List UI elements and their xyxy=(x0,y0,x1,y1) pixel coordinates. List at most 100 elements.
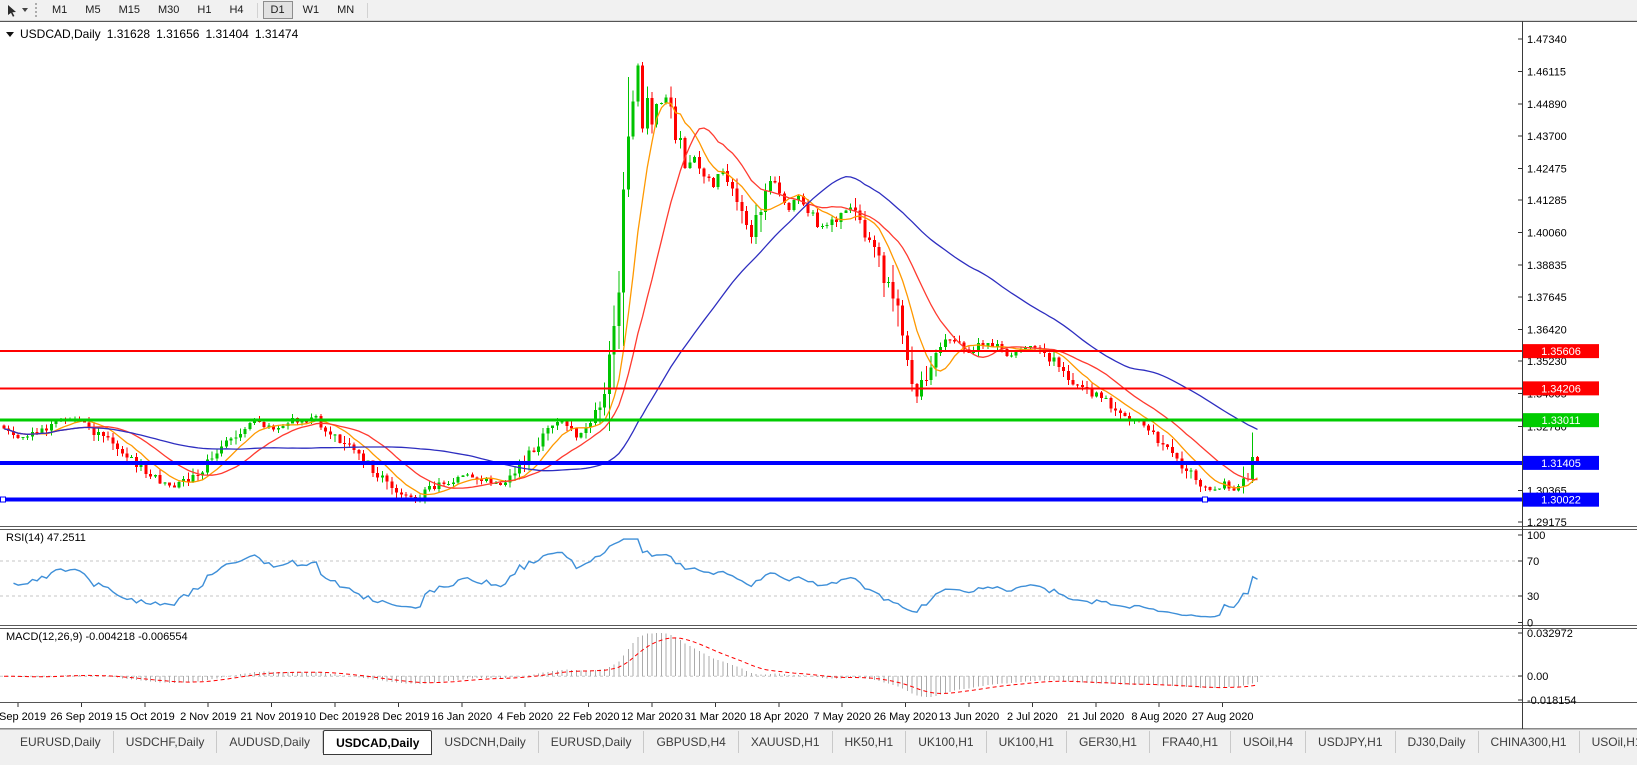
chart-frame xyxy=(0,21,1637,729)
chart-tab-fra40-h1[interactable]: FRA40,H1 xyxy=(1149,731,1232,753)
chart-tab-bar: EURUSD,Daily USDCHF,Daily AUDUSD,Daily USDC… xyxy=(0,729,1637,765)
chart-window[interactable]: 1.47340 1.46115 1.44890 1.43700 1.42475 1.412… xyxy=(0,21,1637,730)
trendline-anchor-marker[interactable] xyxy=(1202,496,1208,503)
chart-tab-usoil-h4[interactable]: USOil,H4 xyxy=(1231,731,1307,753)
timeframe-button-m15[interactable]: M15 xyxy=(118,4,140,16)
top-toolbar: M1 M5 M15 M30 H1 H4 D1 W1 MN xyxy=(0,0,1637,21)
date-tick-label: 7 May 2020 xyxy=(813,711,870,723)
price-axis[interactable]: 1.47340 1.46115 1.44890 1.43700 1.42475 1.412… xyxy=(1518,34,1599,707)
timeframe-button-m5[interactable]: M5 xyxy=(85,4,101,16)
toolbar-separator xyxy=(256,2,258,18)
chart-tab-usoil-h1[interactable]: USOil,H1 xyxy=(1579,731,1637,753)
cursor-tool-button[interactable] xyxy=(3,1,31,19)
price-tick-label: 1.40060 xyxy=(1527,228,1567,240)
quote-open: 1.31628 xyxy=(106,27,151,41)
symbol-name: USDCAD,Daily xyxy=(20,27,101,41)
date-tick-label: 28 Dec 2019 xyxy=(367,711,429,723)
date-tick-label: 8 Aug 2020 xyxy=(1131,711,1187,723)
date-tick-label: 2 Nov 2019 xyxy=(180,711,236,723)
rsi-axis-label: 0 xyxy=(1527,617,1533,629)
quote-close: 1.31474 xyxy=(254,27,299,41)
macd-axis-label: 0.00 xyxy=(1527,671,1548,683)
chart-tab-ger30-h1[interactable]: GER30,H1 xyxy=(1066,731,1150,753)
chart-tab-dj30-daily[interactable]: DJ30,Daily xyxy=(1395,731,1479,753)
price-line-badge xyxy=(1523,344,1599,359)
price-line-badge xyxy=(1523,492,1599,507)
date-tick-label: 10 Dec 2019 xyxy=(304,711,366,723)
price-line-badge xyxy=(1523,413,1599,428)
date-tick-label: 21 Nov 2019 xyxy=(240,711,302,723)
price-tick-label: 1.29175 xyxy=(1527,517,1567,529)
date-tick-label: 13 Jun 2020 xyxy=(939,711,1000,723)
timeframe-button-h4[interactable]: H4 xyxy=(229,4,244,16)
chart-tab-uk100-h1[interactable]: UK100,H1 xyxy=(906,731,987,753)
chart-tab-uk100-h1[interactable]: UK100,H1 xyxy=(986,731,1067,753)
ma-line-slow xyxy=(3,175,1258,472)
date-tick-label: 26 Sep 2019 xyxy=(50,711,112,723)
price-tick-label: 1.36420 xyxy=(1527,324,1567,336)
chart-tab-china300-h1[interactable]: CHINA300,H1 xyxy=(1478,731,1580,753)
timeframe-button-h1[interactable]: H1 xyxy=(197,4,212,16)
price-tick-label: 1.38835 xyxy=(1527,260,1567,272)
rsi-axis-label: 100 xyxy=(1527,530,1545,542)
toolbar-grip-handle[interactable] xyxy=(35,3,37,17)
date-tick-label: 22 Feb 2020 xyxy=(558,711,620,723)
macd-axis-label: 0.032972 xyxy=(1527,628,1573,640)
macd-indicator-label: MACD(12,26,9) -0.004218 -0.006554 xyxy=(6,631,188,643)
price-tick-label: 1.35230 xyxy=(1527,356,1567,368)
ma-line-medium xyxy=(3,127,1258,489)
chart-tab-hk50-h1[interactable]: HK50,H1 xyxy=(832,731,907,753)
date-tick-label: 2 Jul 2020 xyxy=(1007,711,1058,723)
date-tick-label: 4 Feb 2020 xyxy=(497,711,553,723)
date-tick-label: 26 May 2020 xyxy=(874,711,938,723)
date-tick-label: 12 Mar 2020 xyxy=(621,711,683,723)
rsi-axis-label: 70 xyxy=(1527,556,1539,568)
price-chart-canvas[interactable]: 1.47340 1.46115 1.44890 1.43700 1.42475 1.412… xyxy=(0,21,1637,730)
price-line-badge xyxy=(1523,455,1599,470)
chart-tab-xauusd-h1[interactable]: XAUUSD,H1 xyxy=(738,731,833,753)
moving-average-lines xyxy=(3,102,1258,496)
chart-tab-usdchf-daily[interactable]: USDCHF,Daily xyxy=(113,731,218,753)
chart-tab-usdcnh-daily[interactable]: USDCNH,Daily xyxy=(432,731,539,753)
chart-tab-eurusd-daily[interactable]: EURUSD,Daily xyxy=(538,731,645,753)
chart-tab-usdcad-daily[interactable]: USDCAD,Daily xyxy=(323,730,433,755)
timeframe-button-m30[interactable]: M30 xyxy=(157,4,180,16)
timeframe-button-group: M1 M5 M15 M30 H1 H4 D1 W1 MN xyxy=(43,1,372,19)
date-tick-label: 18 Apr 2020 xyxy=(749,711,808,723)
quote-high: 1.31656 xyxy=(156,27,200,41)
timeframe-button-m1[interactable]: M1 xyxy=(52,4,68,16)
rsi-indicator-label: RSI(14) 47.2511 xyxy=(6,532,86,544)
chart-tab-usdjpy-h1[interactable]: USDJPY,H1 xyxy=(1306,731,1396,753)
price-tick-label: 1.44890 xyxy=(1527,99,1567,111)
chart-title: USDCAD,Daily 1.31628 1.31656 1.31404 1.3… xyxy=(6,27,298,41)
price-line-badge-value: 1.35606 xyxy=(1541,346,1581,358)
price-tick-label: 1.42475 xyxy=(1527,163,1567,175)
rsi-axis-label: 30 xyxy=(1527,591,1539,603)
date-tick-label: 15 Oct 2019 xyxy=(115,711,175,723)
price-line-badge-value: 1.33011 xyxy=(1542,415,1581,427)
cursor-tool-dropdown-icon[interactable] xyxy=(22,8,28,12)
trendline-anchor-marker[interactable] xyxy=(0,496,6,503)
timeframe-button-w1[interactable]: W1 xyxy=(302,4,320,16)
chart-tab-audusd-daily[interactable]: AUDUSD,Daily xyxy=(217,731,324,753)
macd-histogram xyxy=(8,633,1258,698)
price-tick-label: 1.43700 xyxy=(1527,131,1567,143)
toolbar-separator xyxy=(367,2,369,18)
date-tick-label: 27 Aug 2020 xyxy=(1192,711,1254,723)
horizontal-price-lines[interactable] xyxy=(0,350,1522,503)
price-line-badge-value: 1.34206 xyxy=(1541,383,1581,395)
chart-tab-eurusd-daily[interactable]: EURUSD,Daily xyxy=(8,731,114,753)
date-tick-label: 21 Jul 2020 xyxy=(1067,711,1124,723)
price-tick-label: 1.41285 xyxy=(1527,195,1567,207)
timeframe-button-d1[interactable]: D1 xyxy=(262,1,293,19)
price-line-badge-value: 1.31405 xyxy=(1541,458,1581,470)
date-tick-label: 31 Mar 2020 xyxy=(685,711,747,723)
macd-signal-line xyxy=(4,637,1258,695)
symbol-dropdown-icon[interactable] xyxy=(6,31,14,37)
chart-tab-gbpusd-h4[interactable]: GBPUSD,H4 xyxy=(644,731,739,753)
quote-low: 1.31404 xyxy=(205,27,249,41)
timeframe-button-mn[interactable]: MN xyxy=(337,4,355,16)
candlestick-series[interactable] xyxy=(2,61,1259,504)
macd-axis-label: -0.018154 xyxy=(1527,695,1577,707)
